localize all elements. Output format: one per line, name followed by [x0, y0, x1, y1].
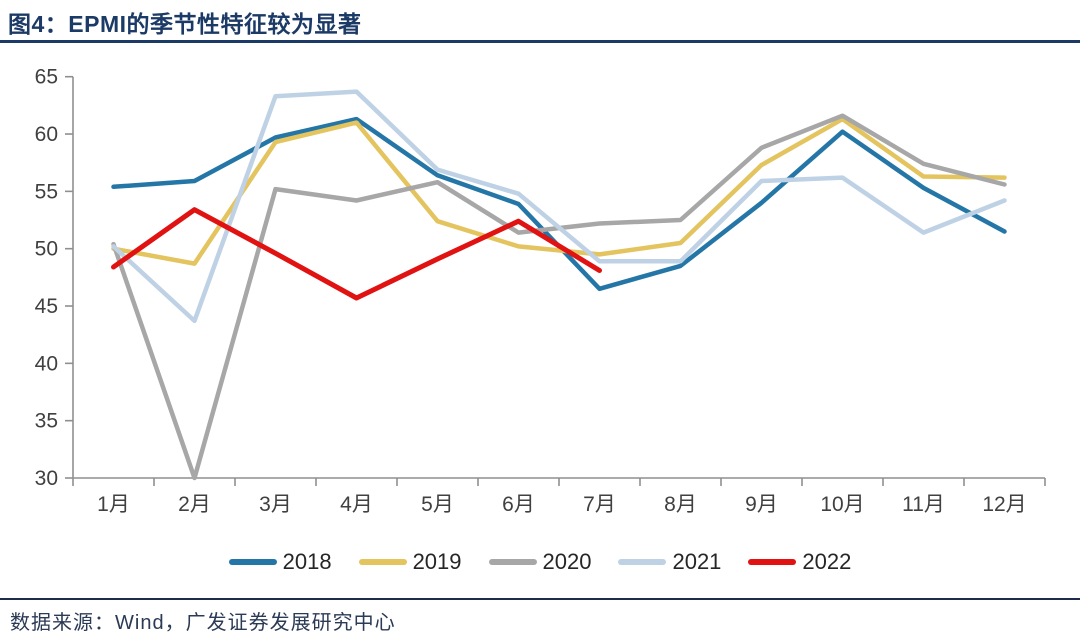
y-tick-label: 65	[35, 66, 58, 89]
x-tick-label: 8月	[664, 493, 697, 516]
series-line-2022	[111, 207, 602, 301]
legend-label: 2019	[412, 549, 462, 574]
footer-divider	[0, 598, 1080, 600]
legend-label: 2022	[802, 549, 852, 574]
y-tick-label: 45	[35, 295, 58, 318]
x-tick-label: 5月	[421, 493, 454, 516]
y-tick-label: 50	[35, 238, 58, 261]
x-tick-label: 4月	[340, 493, 373, 516]
x-tick-label: 10月	[820, 493, 864, 516]
y-tick-label: 40	[35, 352, 58, 375]
figure-title: 图4：EPMI的季节性特征较为显著	[8, 11, 362, 37]
x-tick-label: 3月	[259, 493, 292, 516]
x-tick-label: 6月	[502, 493, 535, 516]
legend-label: 2021	[672, 549, 722, 574]
series-line-2018	[111, 116, 1007, 292]
x-tick-label: 7月	[583, 493, 616, 516]
legend-swatch-2018	[228, 559, 277, 565]
legend-item-2019: 2019	[358, 549, 462, 575]
chart-legend: 2018 2019 2020 2021 2022	[0, 549, 1080, 575]
series-line-2021	[111, 89, 1007, 324]
y-tick-label: 55	[35, 180, 58, 203]
y-tick-label: 35	[35, 410, 58, 433]
legend-label: 2020	[542, 549, 592, 574]
x-tick-label: 1月	[97, 493, 130, 516]
legend-item-2018: 2018	[228, 549, 332, 575]
legend-label: 2018	[282, 549, 332, 574]
legend-item-2021: 2021	[618, 549, 721, 575]
legend-swatch-2021	[618, 559, 667, 565]
title-divider	[0, 40, 1080, 43]
x-tick-label: 12月	[982, 493, 1026, 516]
x-tick-label: 9月	[745, 493, 778, 516]
y-tick-label: 60	[35, 123, 58, 146]
x-tick-label: 11月	[902, 493, 945, 516]
legend-swatch-2020	[488, 559, 537, 565]
legend-swatch-2022	[748, 559, 797, 565]
legend-item-2022: 2022	[748, 549, 851, 575]
x-tick-label: 2月	[178, 493, 211, 516]
y-tick-label: 30	[35, 467, 58, 490]
legend-item-2020: 2020	[488, 549, 592, 575]
series-line-2019	[111, 116, 1007, 266]
data-source: 数据来源：Wind，广发证券发展研究中心	[10, 612, 396, 634]
legend-swatch-2019	[358, 559, 407, 565]
